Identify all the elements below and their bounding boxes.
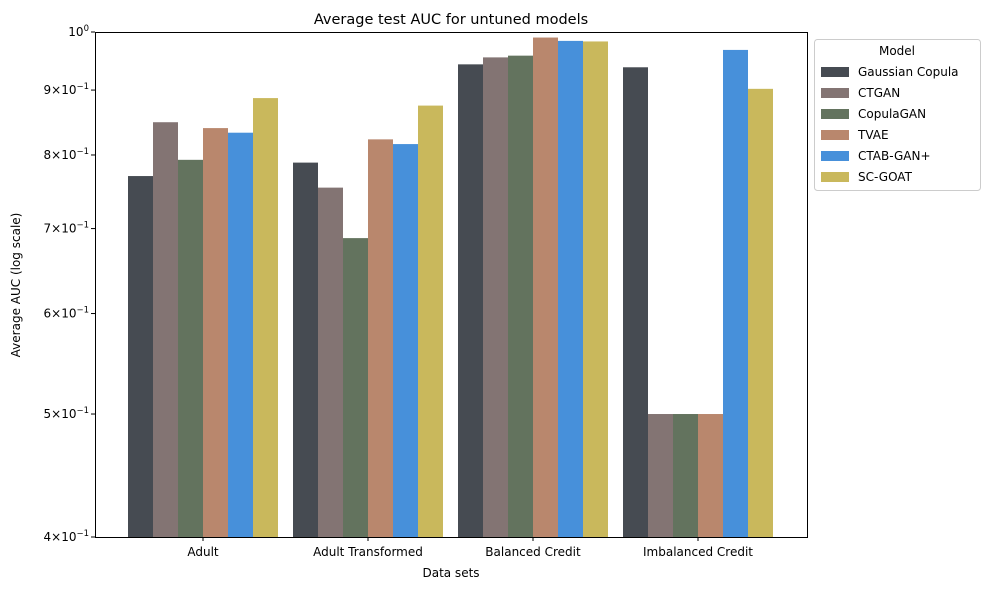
y-tick-label: 5×10−1 — [44, 406, 90, 421]
bar-tvae-2 — [533, 37, 558, 537]
bar-sc-goat-1 — [418, 105, 443, 537]
legend-entry-label: CTAB-GAN+ — [858, 149, 931, 163]
bar-gaussian-copula-1 — [293, 162, 318, 538]
y-axis-label: Average AUC (log scale) — [9, 213, 23, 358]
plot-frame — [95, 32, 808, 538]
x-axis: Adult Adult Transformed Balanced Credit Imb… — [187, 537, 753, 559]
legend-title: Model — [879, 44, 915, 58]
bar-ctab-gan--2 — [558, 40, 583, 537]
bar-ctab-gan--3 — [723, 49, 748, 538]
bar-ctgan-3 — [648, 414, 673, 537]
x-tick-label: Balanced Credit — [485, 545, 581, 559]
bar-ctab-gan--1 — [393, 144, 418, 537]
y-tick-label: 6×10−1 — [44, 306, 90, 321]
bars — [128, 37, 773, 538]
bar-tvae-1 — [368, 139, 393, 538]
bar-copulagan-1 — [343, 238, 368, 538]
legend-entry-label: CTGAN — [858, 86, 900, 100]
bar-copulagan-3 — [673, 414, 698, 537]
x-tick-label: Adult Transformed — [313, 545, 423, 559]
y-tick-label: 7×10−1 — [44, 221, 90, 236]
bar-copulagan-0 — [178, 159, 203, 537]
chart-title: Average test AUC for untuned models — [314, 12, 588, 28]
legend-entry-label: SC-GOAT — [858, 170, 913, 184]
legend-box — [814, 39, 981, 191]
bar-gaussian-copula-2 — [458, 64, 483, 537]
bar-sc-goat-3 — [748, 88, 773, 537]
legend-items: Gaussian Copula CTGAN CopulaGAN TVAE CTAB-GA… — [821, 65, 959, 184]
bar-tvae-3 — [698, 414, 723, 537]
x-tick-label: Imbalanced Credit — [643, 545, 753, 559]
y-tick-label: 4×10−1 — [44, 529, 90, 544]
y-tick-label: 8×10−1 — [44, 147, 90, 162]
bar-ctab-gan--0 — [228, 132, 253, 537]
legend-swatch — [821, 151, 849, 161]
legend-entry-label: CopulaGAN — [858, 107, 926, 121]
bar-tvae-0 — [203, 128, 228, 537]
legend-swatch — [821, 88, 849, 98]
bar-sc-goat-0 — [253, 98, 278, 537]
y-tick-label: 100 — [68, 24, 89, 39]
legend-swatch — [821, 109, 849, 119]
legend-swatch — [821, 130, 849, 140]
legend: Model Gaussian Copula CTGAN CopulaGAN TVAE C… — [814, 39, 981, 191]
bar-ctgan-1 — [318, 187, 343, 537]
bar-gaussian-copula-0 — [128, 176, 153, 538]
bar-gaussian-copula-3 — [623, 67, 648, 537]
x-tick-label: Adult — [187, 545, 219, 559]
y-tick-label: 9×10−1 — [44, 82, 90, 97]
bar-sc-goat-2 — [583, 41, 608, 537]
legend-swatch — [821, 172, 849, 182]
legend-swatch — [821, 67, 849, 77]
legend-entry-label: Gaussian Copula — [858, 65, 959, 79]
bar-ctgan-2 — [483, 57, 508, 537]
x-axis-label: Data sets — [422, 566, 479, 580]
bar-ctgan-0 — [153, 122, 178, 537]
bar-copulagan-2 — [508, 55, 533, 538]
legend-entry-label: TVAE — [857, 128, 889, 142]
y-axis: 4×10−1 5×10−1 6×10−1 7×10−1 8×10−1 9×10−1 100 — [44, 24, 95, 544]
